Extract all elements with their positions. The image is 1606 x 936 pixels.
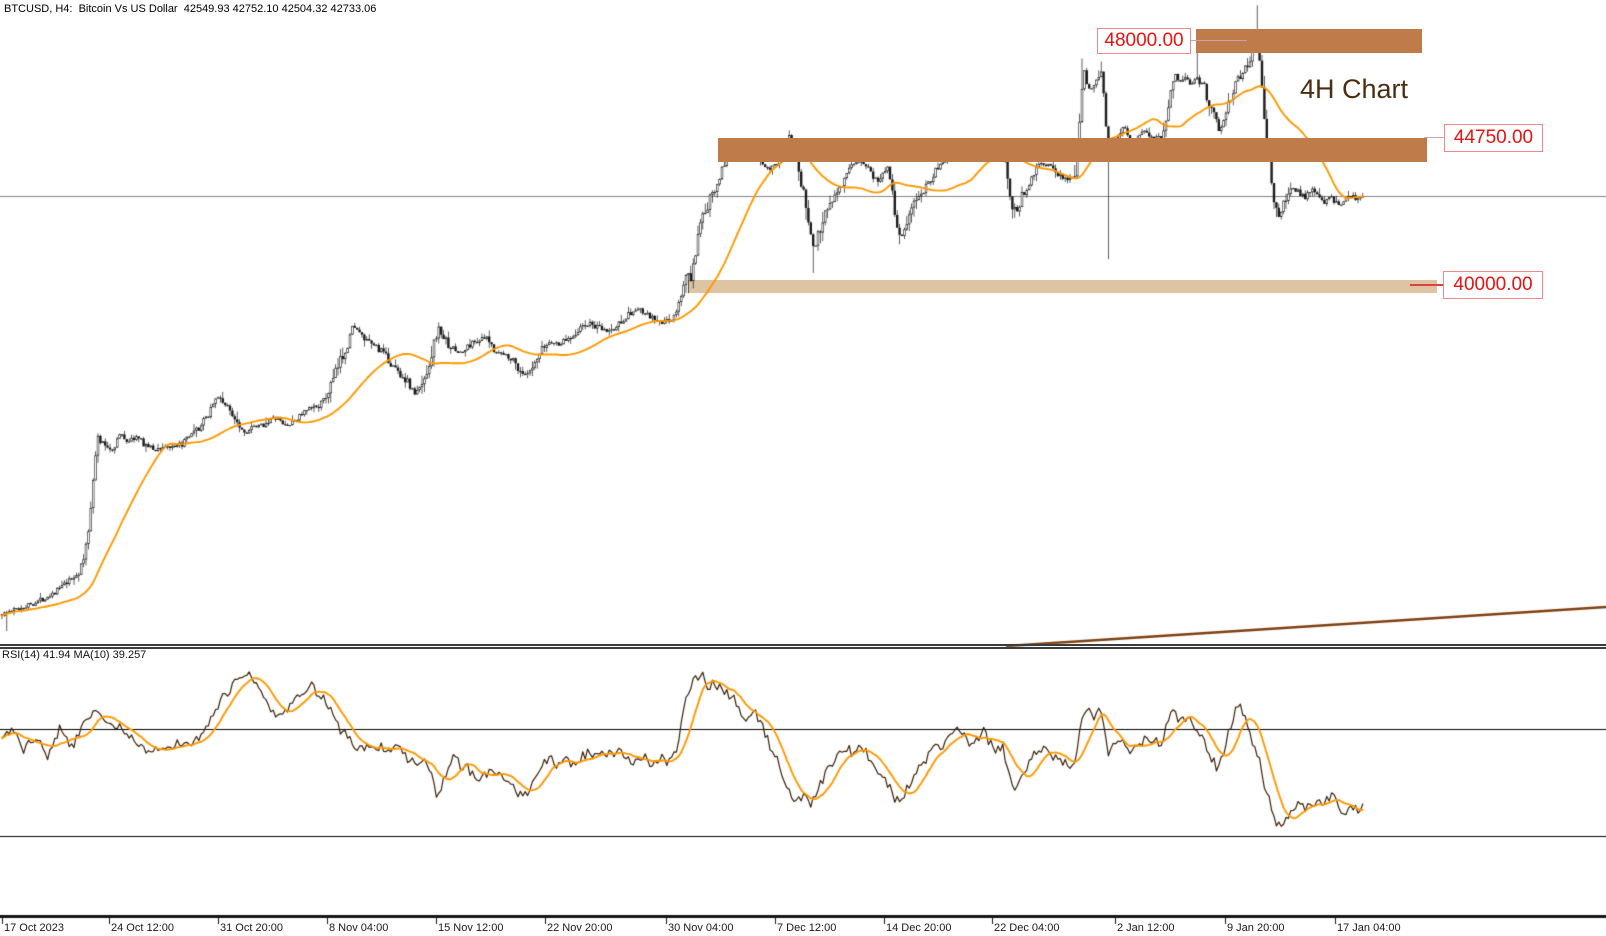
rsi-indicator-label: RSI(14) 41.94 MA(10) 39.257 [2, 649, 147, 661]
time-axis-label: 30 Nov 04:00 [668, 922, 734, 934]
time-axis-label: 8 Nov 04:00 [329, 922, 389, 934]
chart-title: BTCUSD, H4: Bitcoin Vs US Dollar 42549.9… [4, 3, 377, 15]
label-connector-48000 [1191, 40, 1247, 41]
label-connector-44750 [1424, 137, 1446, 138]
resistance-zone-48000[interactable] [1196, 29, 1422, 54]
time-axis-label: 24 Oct 12:00 [111, 922, 174, 934]
time-axis-label: 15 Nov 12:00 [438, 922, 504, 934]
chart-annotation-4h: 4H Chart [1300, 74, 1409, 104]
time-axis-label: 22 Dec 04:00 [994, 922, 1060, 934]
time-axis-label: 9 Jan 20:00 [1227, 922, 1285, 934]
time-axis-label: 17 Oct 2023 [4, 922, 64, 934]
time-axis-label: 22 Nov 20:00 [547, 922, 613, 934]
label-connector-40000 [1410, 284, 1444, 286]
time-axis-label: 17 Jan 04:00 [1337, 922, 1401, 934]
resistance-zone-44750[interactable] [718, 137, 1427, 162]
price-label-40000[interactable]: 40000.00 [1443, 271, 1543, 299]
price-label-48000[interactable]: 48000.00 [1097, 28, 1191, 54]
time-axis: 17 Oct 2023 24 Oct 12:00 31 Oct 20:00 8 Nov… [0, 921, 1606, 936]
time-axis-label: 31 Oct 20:00 [220, 922, 283, 934]
pane-divider[interactable] [0, 644, 1606, 649]
time-axis-label: 7 Dec 12:00 [777, 922, 837, 934]
time-axis-label: 2 Jan 12:00 [1117, 922, 1175, 934]
price-label-44750[interactable]: 44750.00 [1444, 124, 1543, 152]
time-axis-label: 14 Dec 20:00 [886, 922, 952, 934]
